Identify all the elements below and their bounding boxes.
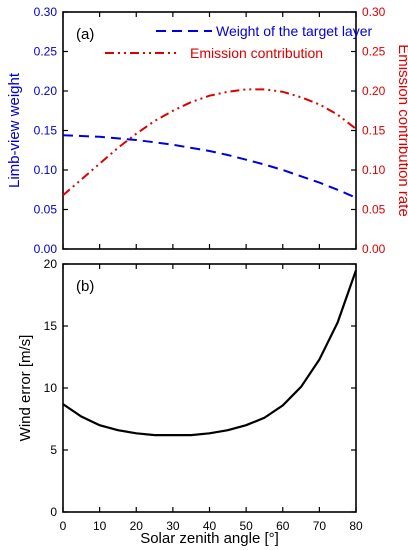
left-y-tick-label: 0.25 — [34, 45, 58, 59]
x-axis-title: Solar zenith angle [°] — [140, 530, 279, 547]
left-y-tick-label: 0.20 — [34, 84, 58, 98]
right-y-tick-label: 0.05 — [362, 203, 386, 217]
panel-b-y-tick-label: 10 — [44, 381, 58, 395]
right-y-tick-label: 0.10 — [362, 163, 386, 177]
left-y-tick-label: 0.00 — [34, 242, 58, 256]
panel-b-y-tick-label: 5 — [50, 443, 57, 457]
left-axis-title: Limb-view weight — [6, 72, 23, 188]
panel-b: 0 10 20 30 40 50 60 70 80 0 5 10 15 20 (b) Wind error… — [17, 257, 363, 547]
panel-a-label: (a) — [76, 26, 94, 43]
wind-error-series-line — [62, 269, 358, 437]
right-axis-title: Emission contribution rate — [395, 44, 408, 217]
x-tick-label: 70 — [313, 519, 327, 533]
x-tick-label: 0 — [60, 519, 67, 533]
panel-b-y-tick-label: 0 — [50, 505, 57, 519]
right-y-tick-label: 0.20 — [362, 84, 386, 98]
x-tick-label: 80 — [349, 519, 363, 533]
panel-b-ticks: 0 10 20 30 40 50 60 70 80 0 5 10 15 20 — [44, 257, 363, 533]
panel-b-y-tick-label: 20 — [44, 257, 58, 271]
wind-error-axis-title: Wind error [m/s] — [17, 335, 34, 442]
x-tick-label: 20 — [130, 519, 144, 533]
legend-label-weight: Weight of the target layer — [216, 23, 372, 39]
right-y-tick-label: 0.25 — [362, 45, 386, 59]
legend-label-emission: Emission contribution — [190, 45, 323, 61]
x-tick-label: 40 — [203, 519, 217, 533]
panel-a-ticks: 0.00 0.05 0.10 0.15 0.20 0.25 0.30 0.00 0.05 0.10… — [34, 5, 386, 256]
panel-a: 0.00 0.05 0.10 0.15 0.20 0.25 0.30 0.00 0.05 0.10… — [6, 5, 408, 256]
panel-a-lines — [62, 88, 357, 199]
x-tick-label: 10 — [93, 519, 107, 533]
panel-b-frame — [62, 263, 357, 513]
x-tick-label: 50 — [239, 519, 253, 533]
left-y-tick-label: 0.15 — [34, 124, 58, 138]
right-y-tick-label: 0.00 — [362, 242, 386, 256]
right-y-tick-label: 0.30 — [362, 5, 386, 19]
emission-series-line — [62, 88, 357, 197]
panel-b-lines — [62, 269, 358, 437]
panel-b-label: (b) — [76, 278, 94, 295]
left-y-tick-label: 0.10 — [34, 163, 58, 177]
left-y-tick-label: 0.30 — [34, 5, 58, 19]
legend: Weight of the target layer Emission cont… — [105, 23, 372, 61]
x-tick-label: 30 — [166, 519, 180, 533]
left-y-tick-label: 0.05 — [34, 203, 58, 217]
weight-series-line — [62, 134, 357, 199]
x-tick-label: 60 — [276, 519, 290, 533]
right-y-tick-label: 0.15 — [362, 124, 386, 138]
panel-b-y-tick-label: 15 — [44, 319, 58, 333]
